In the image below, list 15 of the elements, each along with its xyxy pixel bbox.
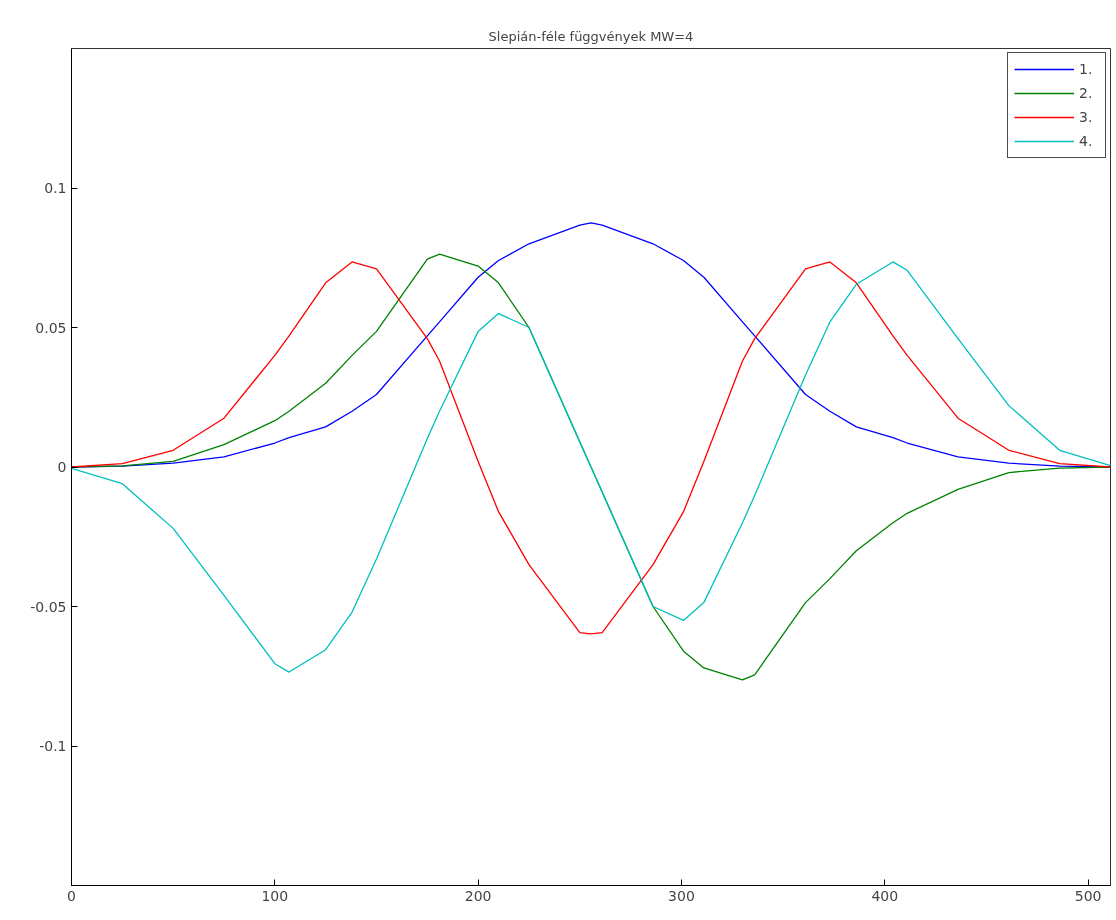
y-tick-label: -0.1 (39, 738, 67, 754)
legend-label: 4. (1079, 133, 1094, 149)
x-tick-label: 100 (261, 887, 289, 904)
y-tick-label: 0.1 (44, 180, 67, 196)
legend-label: 3. (1079, 109, 1094, 125)
x-tick-label: 300 (668, 887, 695, 904)
y-tick-label: 0.05 (35, 319, 67, 336)
chart-title: Slepián-féle függvények MW=4 (488, 28, 694, 44)
legend-label: 1. (1079, 61, 1094, 77)
x-tick-label: 400 (871, 887, 899, 904)
legend-label: 2. (1079, 85, 1094, 101)
y-tick-label: 0 (57, 459, 67, 475)
x-tick-label: 200 (464, 887, 492, 904)
x-tick-label: 500 (1074, 887, 1102, 904)
y-tick-label: -0.05 (30, 598, 67, 615)
